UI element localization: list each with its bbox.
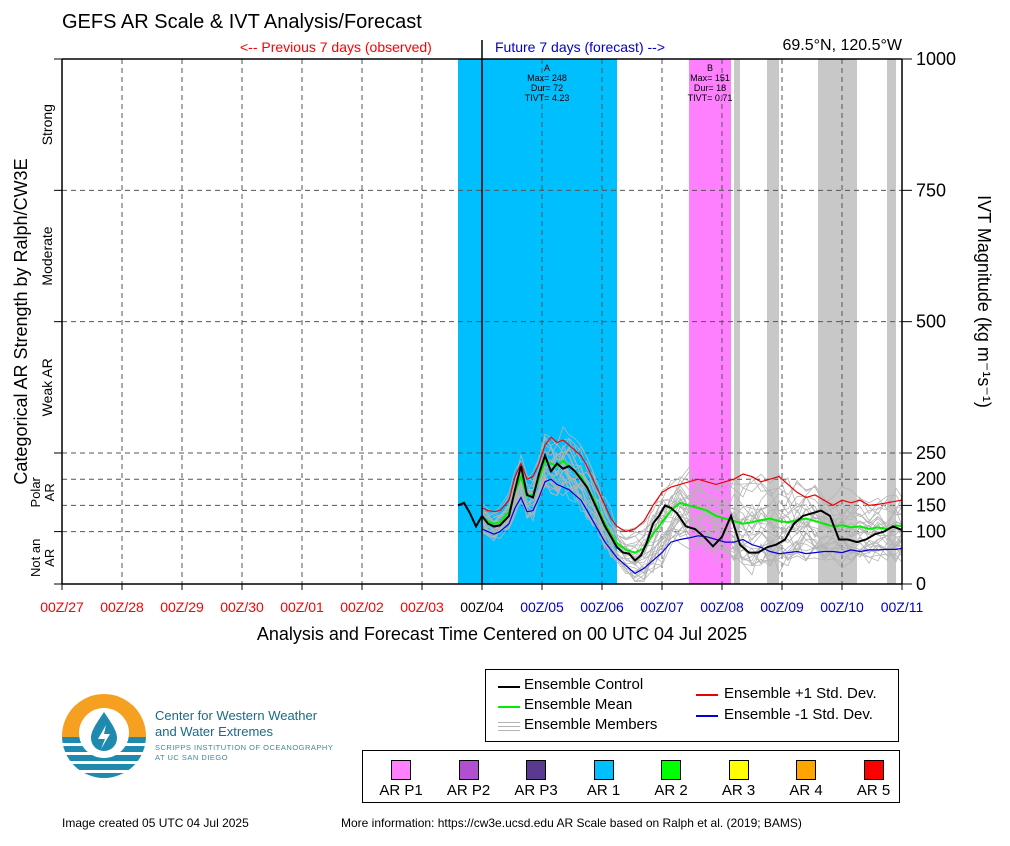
y-tick-label-right: 100 <box>916 522 946 542</box>
category-label-strong: Strong <box>39 104 55 145</box>
event-A-annotation: TIVT= 4.23 <box>525 93 570 103</box>
category-label-moderate: Moderate <box>39 226 55 285</box>
legend-mean-label: Ensemble Mean <box>524 696 633 713</box>
series-ensemble-1-std-dev- <box>481 478 903 575</box>
cw3e-logo <box>62 694 146 778</box>
x-tick-label: 00Z/06 <box>580 599 624 615</box>
image-created-text: Image created 05 UTC 04 Jul 2025 <box>62 816 249 830</box>
ar-scale-swatch <box>796 760 816 780</box>
ar-scale-label: AR 1 <box>586 782 621 799</box>
event-B-annotation: TIVT= 0.71 <box>688 93 733 103</box>
legend-members-label: Ensemble Members <box>524 716 658 733</box>
ar-scale-label: AR P2 <box>446 782 491 799</box>
event-A-annotation: Dur= 72 <box>531 83 563 93</box>
ar-scale-label: AR 5 <box>856 782 891 799</box>
series-ensemble-1-std-dev- <box>481 436 903 533</box>
x-tick-label: 00Z/11 <box>881 599 924 615</box>
ar-scale-label: AR P3 <box>514 782 558 799</box>
x-tick-label: 00Z/27 <box>40 599 84 615</box>
ar-scale-label: AR 2 <box>654 782 688 799</box>
y-tick-label-right: 0 <box>916 574 926 594</box>
ensemble-member-line <box>481 476 903 582</box>
y-axis-label-left: Categorical AR Strength by Ralph/CW3E <box>11 158 31 484</box>
x-tick-label: 00Z/30 <box>220 599 264 615</box>
ar-scale-swatch <box>526 760 546 780</box>
legend-minus-sd-swatch <box>696 715 718 717</box>
ar-scale-swatch <box>863 760 884 780</box>
ar-scale-swatch <box>593 760 614 780</box>
y-axis-label-right: IVT Magnitude (kg m⁻¹s⁻¹) <box>974 195 994 408</box>
logo-title: Center for Western Weather and Water Ext… <box>155 708 318 739</box>
event-B-annotation: B <box>707 63 713 73</box>
x-tick-label: 00Z/01 <box>280 599 324 615</box>
ivt-chart: 00Z/27 00Z/28 00Z/29 00Z/30 00Z/01 00Z/02 00Z/… <box>11 40 994 644</box>
y-tick-label-right: 500 <box>916 312 946 332</box>
x-tick-label: 00Z/10 <box>820 599 864 615</box>
legend-members-swatch-2 <box>498 726 520 727</box>
legend-plus-sd-label: Ensemble +1 Std. Dev. <box>724 685 877 702</box>
event-A-annotation: A <box>544 63 550 73</box>
legend-control-swatch <box>498 686 520 688</box>
y-tick-label-right: 200 <box>916 469 946 489</box>
category-label-not-an-ar: Not an <box>28 539 43 577</box>
event-B-annotation: Max= 151 <box>690 73 730 83</box>
ar-scale-swatch <box>458 760 479 780</box>
ensemble-member-line <box>481 469 903 565</box>
x-tick-label: 00Z/09 <box>760 599 804 615</box>
series-legend: Ensemble Control Ensemble Mean Ensemble … <box>485 669 899 742</box>
previous-days-label: <-- Previous 7 days (observed) <box>240 39 432 55</box>
legend-plus-sd-swatch <box>696 694 718 696</box>
ar-scale-swatch <box>391 760 411 780</box>
ar-scale-label: AR P1 <box>379 782 423 799</box>
y-tick-label-right: 1000 <box>916 49 956 69</box>
future-days-label: Future 7 days (forecast) --> <box>495 39 666 55</box>
ensemble-member-line <box>481 460 903 566</box>
x-tick-label: 00Z/04 <box>460 599 504 615</box>
ensemble-member-line <box>481 435 903 540</box>
ar-scale-swatch <box>728 760 749 780</box>
ar-scale-legend: AR P1 AR P2 AR P3 AR 1 AR 2 AR 3 AR 4 AR 5 <box>362 750 900 803</box>
ensemble-member-line <box>481 468 903 563</box>
ar-scale-label: AR 4 <box>789 782 823 799</box>
x-tick-label: 00Z/07 <box>640 599 684 615</box>
legend-minus-sd-label: Ensemble -1 Std. Dev. <box>724 706 873 723</box>
chart-title: GEFS AR Scale & IVT Analysis/Forecast <box>62 11 422 33</box>
location-label: 69.5°N, 120.5°W <box>782 37 902 54</box>
x-tick-label: 00Z/03 <box>400 599 444 615</box>
more-info-text: More information: https://cw3e.ucsd.edu … <box>341 816 802 830</box>
x-tick-label: 00Z/29 <box>160 599 204 615</box>
category-label-polar-ar: Polar <box>28 476 43 507</box>
ar-scale-label: AR 3 <box>721 782 756 799</box>
legend-members-swatch-3 <box>498 730 520 731</box>
legend-control-label: Ensemble Control <box>524 676 644 693</box>
series-ensemble-mean <box>481 459 903 554</box>
event-A-annotation: Max= 248 <box>527 73 567 83</box>
category-label-polar-ar-2: AR <box>42 483 57 501</box>
event-B-annotation: Dur= 18 <box>694 83 726 93</box>
logo-subtitle: SCRIPPS INSTITUTION OF OCEANOGRAPHY AT U… <box>155 743 334 762</box>
category-label-weak-ar: Weak AR <box>39 358 55 416</box>
category-label-not-an-ar-2: AR <box>42 549 57 567</box>
y-tick-label-right: 750 <box>916 180 946 200</box>
legend-members-swatch <box>498 722 520 723</box>
legend-mean-swatch <box>498 706 520 708</box>
x-tick-label: 00Z/08 <box>700 599 744 615</box>
series-ensemble-control <box>457 452 903 562</box>
x-tick-label: 00Z/28 <box>100 599 144 615</box>
ensemble-member-line <box>481 467 903 570</box>
x-tick-label: 00Z/05 <box>520 599 564 615</box>
x-tick-label: 00Z/02 <box>340 599 384 615</box>
x-axis-label: Analysis and Forecast Time Centered on 0… <box>257 624 747 644</box>
y-tick-label-right: 150 <box>916 495 946 515</box>
y-tick-label-right: 250 <box>916 443 946 463</box>
ar-scale-swatch <box>661 760 681 780</box>
